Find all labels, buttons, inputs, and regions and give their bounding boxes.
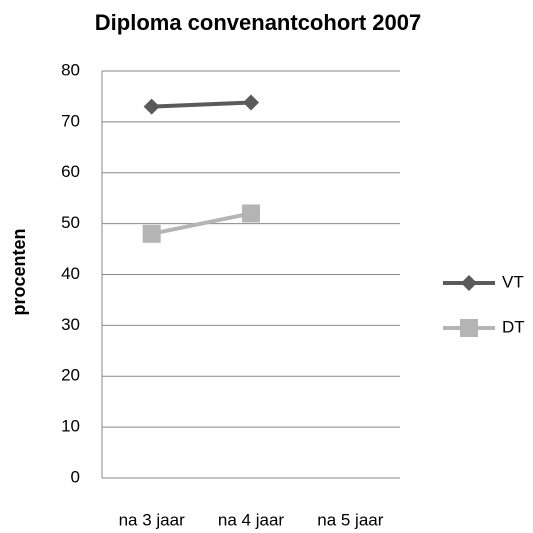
legend-label: DT — [502, 317, 525, 336]
x-tick-label: na 4 jaar — [218, 510, 284, 529]
y-tick-label: 30 — [61, 315, 80, 334]
data-point — [242, 204, 260, 223]
y-tick-label: 50 — [61, 213, 80, 232]
chart-title: Diploma convenantcohort 2007 — [95, 10, 421, 35]
legend-marker — [461, 275, 477, 291]
legend-label: VT — [502, 272, 524, 291]
data-point — [243, 94, 259, 111]
y-tick-label: 20 — [61, 366, 80, 385]
series-line — [151, 211, 252, 236]
y-tick-label: 60 — [61, 162, 80, 181]
y-tick-label: 80 — [61, 60, 80, 79]
y-tick-label: 0 — [71, 467, 80, 486]
x-tick-label: na 5 jaar — [317, 510, 383, 529]
data-point — [142, 224, 161, 243]
y-tick-label: 70 — [61, 111, 80, 130]
series-line — [151, 100, 252, 109]
x-tick-label: na 3 jaar — [119, 510, 185, 529]
y-tick-label: 40 — [61, 264, 80, 283]
y-tick-label: 10 — [61, 417, 80, 436]
legend-marker — [460, 319, 478, 337]
data-point — [143, 98, 160, 115]
y-axis-title: procenten — [9, 228, 29, 315]
